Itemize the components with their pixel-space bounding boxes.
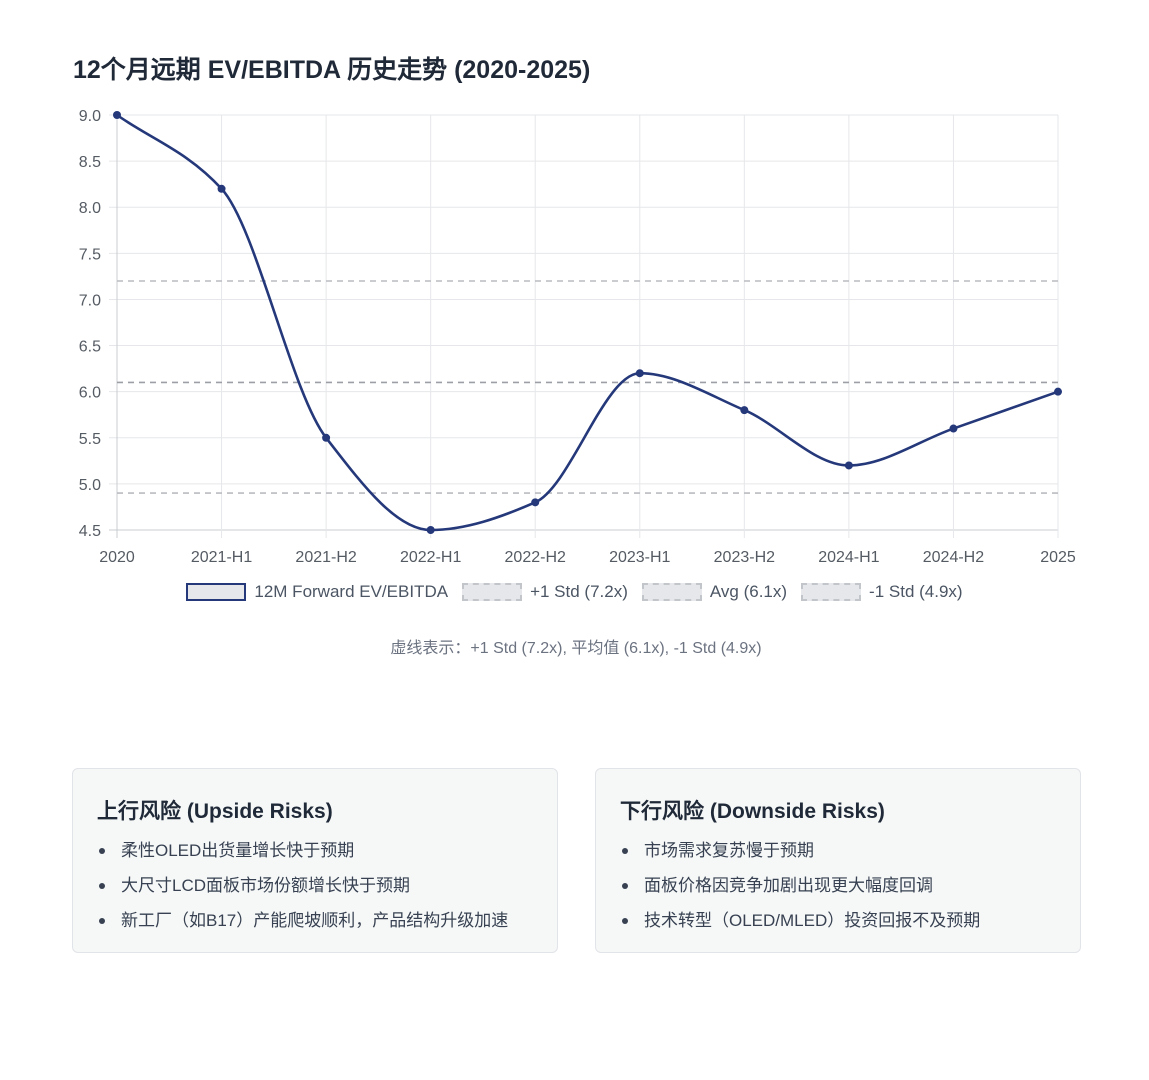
y-tick-label: 9.0: [79, 108, 101, 125]
upside-risk-item: 柔性OLED出货量增长快于预期: [97, 833, 533, 868]
legend-label-minus-std: -1 Std (4.9x): [869, 582, 963, 601]
y-tick-label: 8.5: [79, 154, 101, 171]
x-tick-label: 2022-H2: [505, 549, 566, 566]
y-tick-label: 7.5: [79, 246, 101, 263]
data-point[interactable]: [217, 184, 226, 193]
line-chart: 9.0 8.5 8.0 7.5 7.0 6.5 6.0 5.5 5.0 4.5 2020 2021-H…: [79, 108, 1076, 566]
upside-risks-list: 柔性OLED出货量增长快于预期 大尺寸LCD面板市场份额增长快于预期 新工厂（如…: [97, 833, 533, 938]
y-tick-label: 4.5: [79, 523, 101, 540]
data-point[interactable]: [113, 111, 121, 119]
series-layer: [113, 111, 1062, 534]
data-point[interactable]: [740, 406, 749, 415]
chart-axes: 9.0 8.5 8.0 7.5 7.0 6.5 6.0 5.5 5.0 4.5 2020 2021-H…: [79, 108, 1076, 566]
x-tick-label: 2023-H1: [609, 549, 670, 566]
legend-label-avg: Avg (6.1x): [709, 582, 788, 601]
y-tick-label: 6.0: [79, 385, 101, 402]
legend-swatch-avg: [641, 583, 702, 601]
legend-label-series: 12M Forward EV/EBITDA: [254, 582, 449, 601]
chart-grid: [109, 114, 1059, 538]
legend-item-plus-std[interactable]: +1 Std (7.2x): [462, 582, 628, 602]
y-tick-label: 8.0: [79, 200, 101, 217]
downside-risks-card: 下行风险 (Downside Risks) 市场需求复苏慢于预期 面板价格因竞争…: [595, 768, 1081, 953]
data-point[interactable]: [1054, 387, 1062, 396]
reference-lines: [117, 280, 1058, 494]
x-tick-label: 2024-H2: [923, 549, 984, 566]
chart-note: 虚线表示：+1 Std (7.2x), 平均值 (6.1x), -1 Std (…: [390, 640, 762, 657]
x-tick-label: 2024-H1: [818, 549, 879, 566]
data-point[interactable]: [949, 424, 958, 433]
x-tick-label: 2021-H1: [191, 549, 252, 566]
x-tick-label: 2020: [99, 549, 135, 566]
data-point[interactable]: [844, 461, 853, 470]
upside-risk-item: 新工厂（如B17）产能爬坡顺利，产品结构升级加速: [97, 903, 533, 938]
x-tick-label: 2023-H2: [714, 549, 775, 566]
y-tick-label: 6.5: [79, 339, 101, 356]
legend-item-minus-std[interactable]: -1 Std (4.9x): [801, 582, 963, 602]
upside-risks-card: 上行风险 (Upside Risks) 柔性OLED出货量增长快于预期 大尺寸L…: [72, 768, 558, 953]
downside-risk-item: 技术转型（OLED/MLED）投资回报不及预期: [620, 903, 1056, 938]
page-title: 12个月远期 EV/EBITDA 历史走势 (2020-2025): [73, 56, 591, 84]
series-line: [115, 113, 1060, 532]
legend-item-avg[interactable]: Avg (6.1x): [641, 582, 788, 602]
legend-swatch-series: [186, 583, 247, 601]
chart-legend: 12M Forward EV/EBITDA +1 Std (7.2x) Avg …: [0, 582, 1149, 602]
upside-risk-item: 大尺寸LCD面板市场份额增长快于预期: [97, 868, 533, 903]
legend-item-series[interactable]: 12M Forward EV/EBITDA: [186, 582, 448, 602]
x-tick-label: 2022-H1: [400, 549, 461, 566]
downside-risk-item: 市场需求复苏慢于预期: [620, 833, 1056, 868]
legend-swatch-plus-std: [462, 583, 523, 601]
legend-swatch-minus-std: [801, 583, 862, 601]
data-point[interactable]: [426, 526, 435, 534]
x-tick-label: 2025: [1040, 549, 1076, 566]
data-point[interactable]: [322, 433, 331, 442]
y-tick-label: 5.0: [79, 477, 101, 494]
legend-label-plus-std: +1 Std (7.2x): [530, 582, 628, 601]
data-point[interactable]: [635, 369, 644, 378]
data-point[interactable]: [531, 498, 540, 507]
downside-risks-list: 市场需求复苏慢于预期 面板价格因竞争加剧出现更大幅度回调 技术转型（OLED/M…: [620, 833, 1056, 938]
x-tick-label: 2021-H2: [295, 549, 356, 566]
y-tick-label: 5.5: [79, 431, 101, 448]
y-tick-label: 7.0: [79, 292, 101, 309]
downside-risk-item: 面板价格因竞争加剧出现更大幅度回调: [620, 868, 1056, 903]
upside-risks-title: 上行风险 (Upside Risks): [97, 800, 333, 823]
downside-risks-title: 下行风险 (Downside Risks): [620, 800, 885, 823]
